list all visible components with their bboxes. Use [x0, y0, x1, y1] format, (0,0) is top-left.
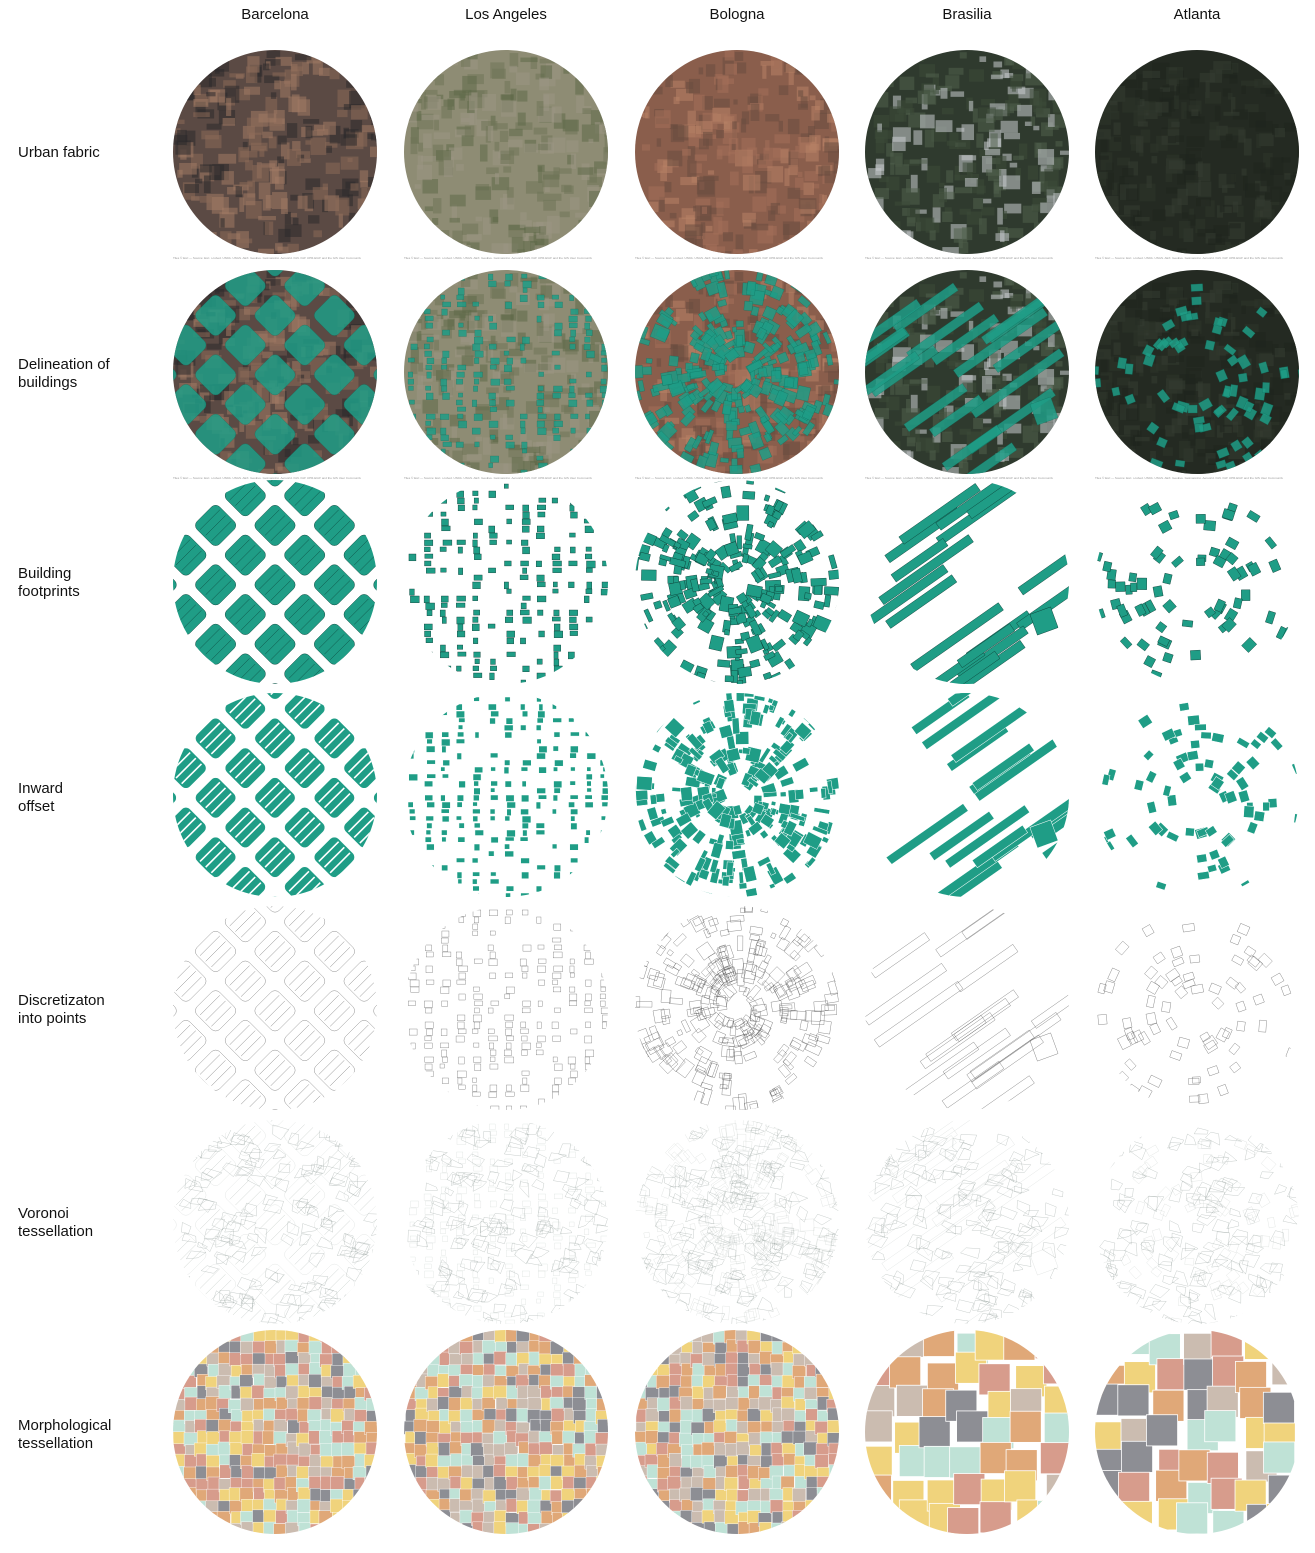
- disc-offset-atlanta: [1095, 693, 1299, 897]
- map-credit: Tiles © Esri — Source: Esri, i-cubed, US…: [173, 476, 362, 479]
- column-header-brasilia: Brasilia: [942, 6, 992, 23]
- column-header-bologna: Bologna: [709, 6, 765, 23]
- disc-morph-atlanta: [1095, 1330, 1299, 1534]
- map-credit: Tiles © Esri — Source: Esri, i-cubed, US…: [635, 256, 824, 259]
- row-label-footprints: Building footprints: [18, 565, 80, 600]
- disc-points-atlanta: [1095, 906, 1299, 1110]
- row-label-voronoi: Voronoi tessellation: [18, 1205, 94, 1240]
- map-credit: Tiles © Esri — Source: Esri, i-cubed, US…: [635, 476, 824, 479]
- disc-voronoi-los-angeles: [404, 1120, 608, 1324]
- row-label-points: Discretizaton into points: [18, 992, 105, 1027]
- disc-points-los-angeles: [404, 906, 608, 1110]
- disc-footprints-atlanta: [1095, 480, 1299, 684]
- disc-footprints-barcelona: [173, 480, 377, 684]
- disc-voronoi-brasilia: [865, 1120, 1069, 1324]
- disc-footprints-bologna: [635, 480, 839, 684]
- disc-morph-barcelona: [173, 1330, 377, 1534]
- row-label-offset: Inward offset: [18, 780, 64, 815]
- disc-footprints-brasilia: [865, 480, 1069, 684]
- disc-delineation-atlanta: [1095, 270, 1299, 474]
- disc-points-bologna: [635, 906, 839, 1110]
- disc-aerial-atlanta: [1095, 50, 1299, 254]
- disc-delineation-bologna: [635, 270, 839, 474]
- disc-aerial-brasilia: [865, 50, 1069, 254]
- disc-morph-los-angeles: [404, 1330, 608, 1534]
- row-label-morph: Morphological tessellation: [18, 1417, 112, 1452]
- disc-voronoi-bologna: [635, 1120, 839, 1324]
- column-header-barcelona: Barcelona: [241, 6, 309, 23]
- disc-offset-barcelona: [173, 693, 377, 897]
- row-label-aerial: Urban fabric: [18, 144, 100, 161]
- map-credit: Tiles © Esri — Source: Esri, i-cubed, US…: [865, 256, 1054, 259]
- disc-aerial-los-angeles: [404, 50, 608, 254]
- disc-points-brasilia: [865, 906, 1069, 1110]
- disc-morph-bologna: [635, 1330, 839, 1534]
- disc-aerial-bologna: [635, 50, 839, 254]
- disc-voronoi-atlanta: [1095, 1120, 1299, 1324]
- disc-delineation-barcelona: [173, 270, 377, 474]
- map-credit: Tiles © Esri — Source: Esri, i-cubed, US…: [404, 476, 593, 479]
- disc-offset-brasilia: [865, 693, 1069, 897]
- disc-aerial-barcelona: [173, 50, 377, 254]
- disc-footprints-los-angeles: [404, 480, 608, 684]
- disc-delineation-brasilia: [865, 270, 1069, 474]
- map-credit: Tiles © Esri — Source: Esri, i-cubed, US…: [1095, 256, 1284, 259]
- column-header-atlanta: Atlanta: [1173, 6, 1221, 23]
- disc-offset-los-angeles: [404, 693, 608, 897]
- disc-points-barcelona: [173, 906, 377, 1110]
- disc-delineation-los-angeles: [404, 270, 608, 474]
- disc-morph-brasilia: [865, 1330, 1069, 1534]
- map-credit: Tiles © Esri — Source: Esri, i-cubed, US…: [1095, 476, 1284, 479]
- column-header-los-angeles: Los Angeles: [465, 6, 547, 23]
- map-credit: Tiles © Esri — Source: Esri, i-cubed, US…: [865, 476, 1054, 479]
- map-credit: Tiles © Esri — Source: Esri, i-cubed, US…: [404, 256, 593, 259]
- map-credit: Tiles © Esri — Source: Esri, i-cubed, US…: [173, 256, 362, 259]
- disc-offset-bologna: [635, 693, 839, 897]
- disc-voronoi-barcelona: [173, 1120, 377, 1324]
- row-label-delineation: Delineation of buildings: [18, 356, 110, 391]
